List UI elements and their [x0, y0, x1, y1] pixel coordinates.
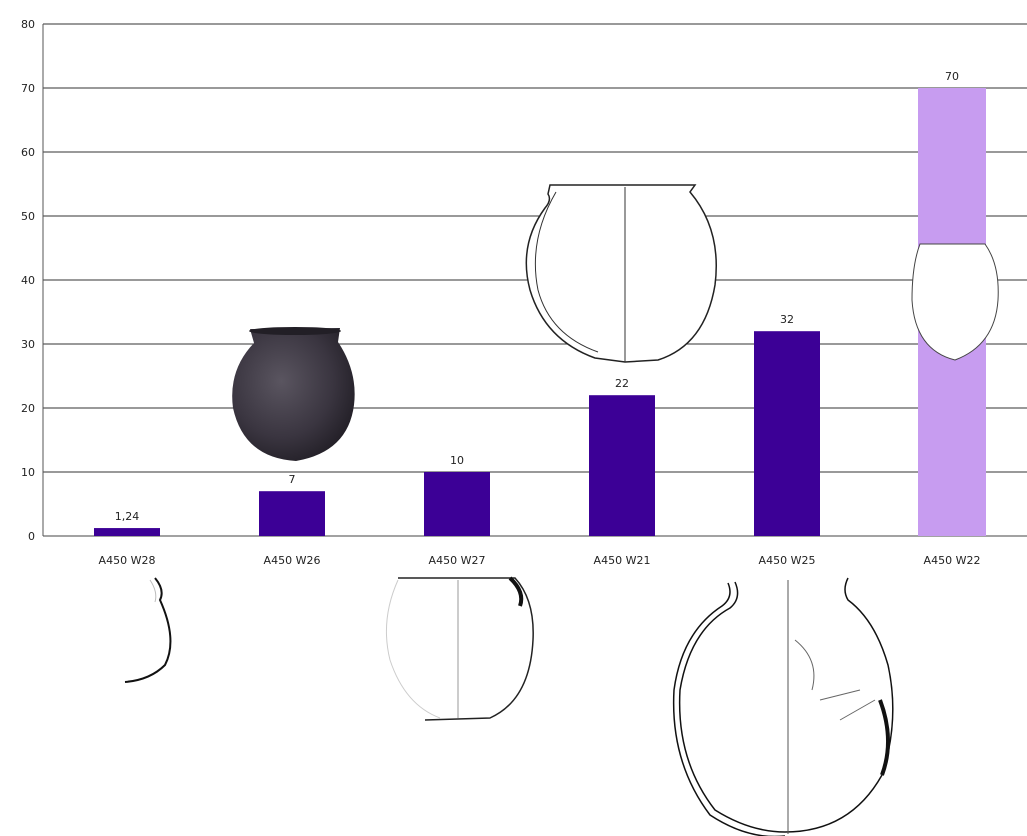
y-tick-label: 70 [21, 82, 35, 95]
y-tick-label: 40 [21, 274, 35, 287]
bar [754, 331, 820, 536]
y-tick-label: 10 [21, 466, 35, 479]
data-labels: 1,24 7 10 22 32 70 [115, 70, 959, 523]
bar [589, 395, 655, 536]
bar [424, 472, 490, 536]
y-tick-label: 60 [21, 146, 35, 159]
pottery-profile-drawing-w28 [124, 577, 172, 683]
y-tick-label: 0 [28, 530, 35, 543]
data-label: 10 [450, 454, 464, 467]
data-label: 70 [945, 70, 959, 83]
pottery-vessel-photo-dark [232, 327, 355, 461]
y-tick-label: 30 [21, 338, 35, 351]
data-label: 32 [780, 313, 794, 326]
pottery-vessel-drawing-w25 [672, 577, 894, 836]
data-label: 1,24 [115, 510, 140, 523]
x-tick-label: A450 W26 [264, 554, 321, 567]
x-axis-categories: A450 W28 A450 W26 A450 W27 A450 W21 A450 W25… [99, 554, 981, 567]
bar [259, 491, 325, 536]
y-tick-label: 20 [21, 402, 35, 415]
x-tick-label: A450 W28 [99, 554, 156, 567]
data-label: 7 [289, 473, 296, 486]
y-axis-ticks: 0 10 20 30 40 50 60 70 80 [21, 18, 35, 543]
pottery-vessel-drawing-w22 [911, 243, 999, 361]
y-tick-label: 80 [21, 18, 35, 31]
x-tick-label: A450 W22 [924, 554, 981, 567]
data-label: 22 [615, 377, 629, 390]
x-tick-label: A450 W27 [429, 554, 486, 567]
y-tick-label: 50 [21, 210, 35, 223]
x-tick-label: A450 W25 [759, 554, 816, 567]
pottery-profile-drawing-w27 [385, 576, 534, 721]
bar [94, 528, 160, 536]
pottery-vessel-drawing-w21 [525, 184, 718, 363]
x-tick-label: A450 W21 [594, 554, 651, 567]
